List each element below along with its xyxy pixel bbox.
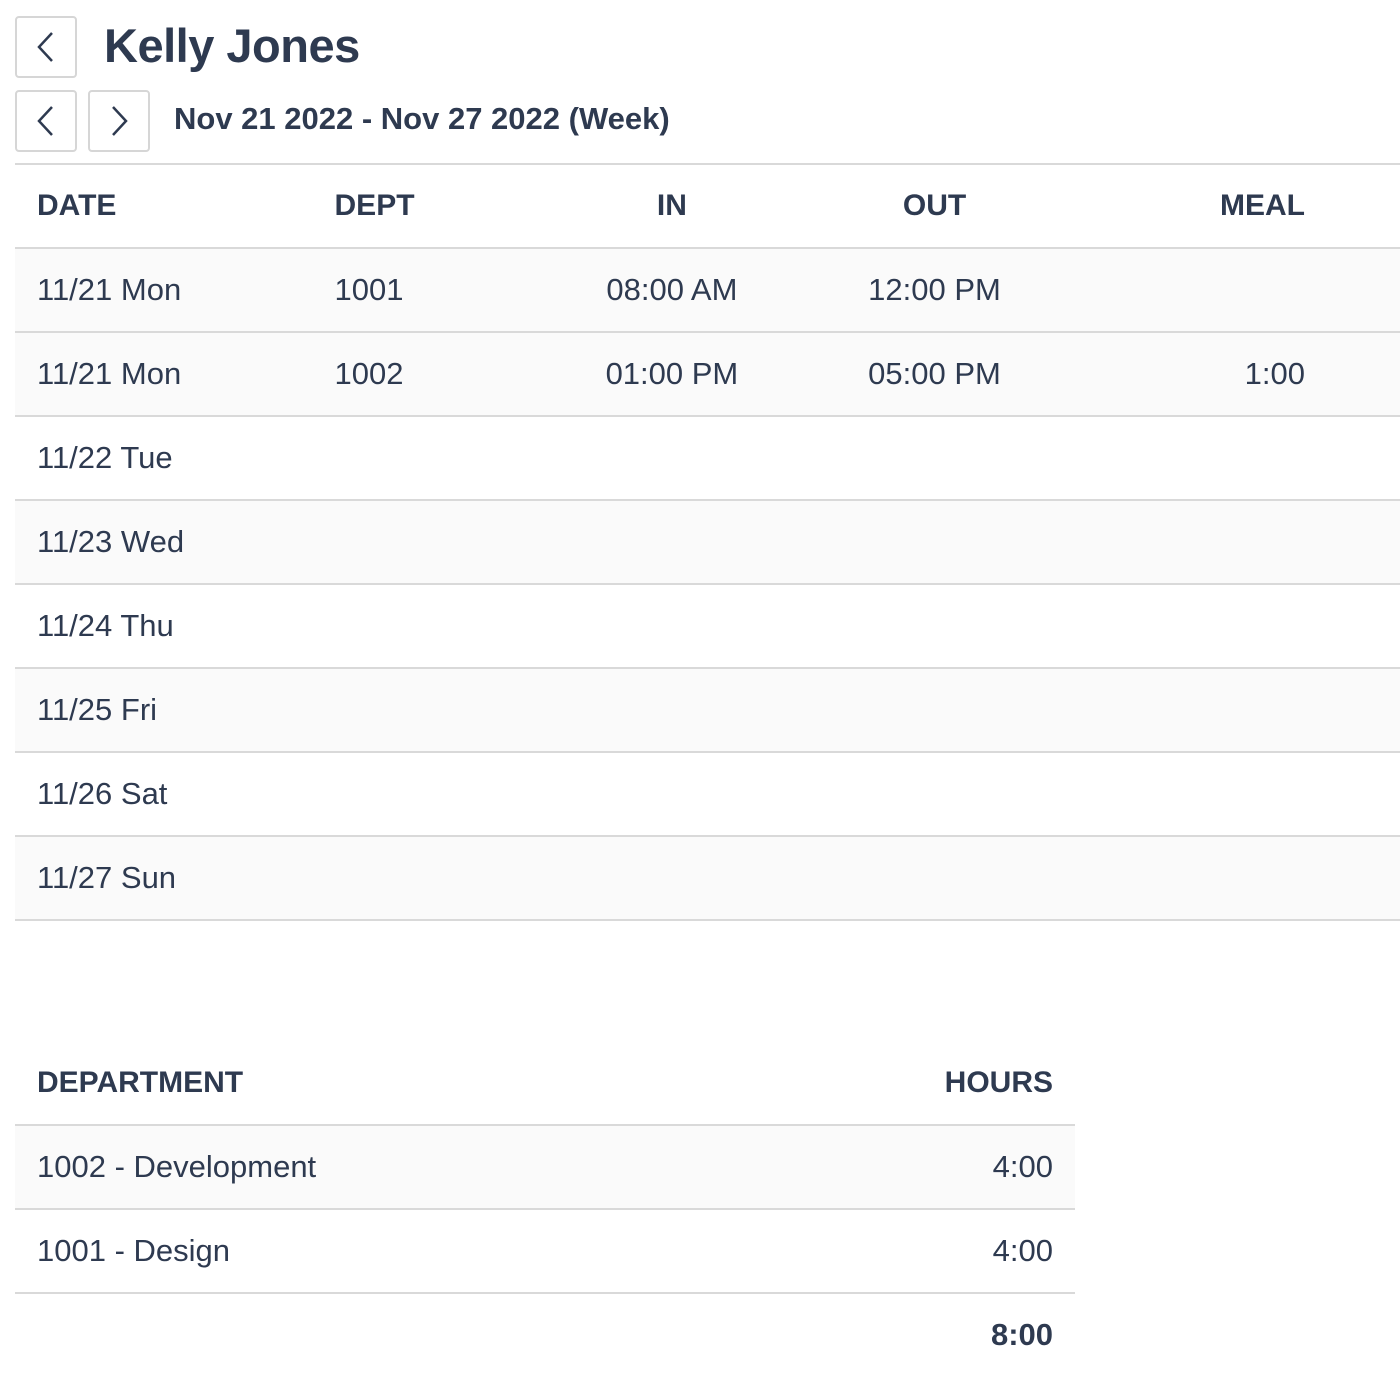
total-hours: 8:00: [990, 1317, 1053, 1352]
column-header-in[interactable]: IN: [540, 164, 804, 249]
table-row[interactable]: 11/21 Mon 1002 01:00 PM 05:00 PM 1:00: [15, 332, 1400, 417]
cell-out: [803, 416, 1066, 501]
cell-date: 11/26 Sat: [15, 752, 313, 837]
cell-meal: [1065, 836, 1400, 921]
cell-hours: 4:00: [735, 1125, 1075, 1210]
cell-out: [803, 752, 1066, 837]
cell-dept: [312, 668, 541, 753]
column-header-out[interactable]: OUT: [803, 164, 1066, 249]
chevron-left-icon: [37, 106, 53, 136]
cell-in: [540, 584, 804, 669]
cell-date: 11/21 Mon: [15, 248, 313, 333]
cell-meal: [1065, 752, 1400, 837]
cell-date: 11/24 Thu: [15, 584, 313, 669]
next-week-button[interactable]: [88, 90, 150, 152]
summary-row: 1001 - Design 4:00: [15, 1209, 1075, 1294]
cell-dept: 1002: [312, 332, 541, 417]
table-row[interactable]: 11/23 Wed: [15, 500, 1400, 585]
chevron-right-icon: [112, 106, 128, 136]
previous-week-button[interactable]: [15, 90, 77, 152]
column-header-meal[interactable]: MEAL: [1065, 164, 1400, 249]
cell-in: [540, 416, 804, 501]
cell-in: [540, 500, 804, 585]
table-row[interactable]: 11/24 Thu: [15, 584, 1400, 669]
cell-hours: 4:00: [735, 1209, 1075, 1294]
table-row[interactable]: 11/27 Sun: [15, 836, 1400, 921]
cell-out: 12:00 PM: [803, 248, 1066, 333]
cell-dept: [312, 584, 541, 669]
table-header-row: DATE DEPT IN OUT MEAL: [15, 164, 1400, 249]
page-title: Kelly Jones: [104, 19, 360, 72]
column-header-hours: HOURS: [735, 1042, 1075, 1126]
cell-in: [540, 752, 804, 837]
cell-dept: 1001: [312, 248, 541, 333]
chevron-left-icon: [37, 32, 53, 62]
cell-dept: [312, 416, 541, 501]
cell-out: [803, 836, 1066, 921]
cell-in: [540, 668, 804, 753]
cell-out: [803, 668, 1066, 753]
table-row[interactable]: 11/26 Sat: [15, 752, 1400, 837]
cell-in: 01:00 PM: [540, 332, 804, 417]
cell-date: 11/23 Wed: [15, 500, 313, 585]
cell-out: 05:00 PM: [803, 332, 1066, 417]
cell-dept: [312, 752, 541, 837]
cell-date: 11/27 Sun: [15, 836, 313, 921]
cell-date: 11/25 Fri: [15, 668, 313, 753]
date-range: Nov 21 2022 - Nov 27 2022 (Week): [174, 101, 670, 136]
back-button[interactable]: [15, 16, 77, 78]
table-row[interactable]: 11/22 Tue: [15, 416, 1400, 501]
cell-out: [803, 584, 1066, 669]
timecard-table: DATE DEPT IN OUT MEAL 11/21 Mon 1001 08:00…: [15, 163, 1400, 921]
cell-department: 1002 - Development: [15, 1125, 736, 1210]
cell-meal: 1:00: [1065, 332, 1400, 417]
cell-meal: [1065, 416, 1400, 501]
table-header-row: DEPARTMENT HOURS: [15, 1042, 1075, 1126]
cell-in: 08:00 AM: [540, 248, 804, 333]
total-label-cell: [15, 1293, 735, 1376]
cell-meal: [1065, 584, 1400, 669]
table-row[interactable]: 11/21 Mon 1001 08:00 AM 12:00 PM: [15, 248, 1400, 333]
cell-meal: [1065, 248, 1400, 333]
cell-meal: [1065, 668, 1400, 753]
cell-in: [540, 836, 804, 921]
total-row: 8:00: [15, 1293, 1075, 1376]
column-header-department: DEPARTMENT: [15, 1042, 736, 1126]
cell-date: 11/22 Tue: [15, 416, 313, 501]
cell-date: 11/21 Mon: [15, 332, 313, 417]
table-row[interactable]: 11/25 Fri: [15, 668, 1400, 753]
cell-meal: [1065, 500, 1400, 585]
summary-row: 1002 - Development 4:00: [15, 1125, 1075, 1210]
department-summary-table: DEPARTMENT HOURS 1002 - Development 4:00 1…: [15, 1042, 1075, 1376]
cell-dept: [312, 836, 541, 921]
column-header-dept[interactable]: DEPT: [312, 164, 541, 249]
cell-dept: [312, 500, 541, 585]
cell-out: [803, 500, 1066, 585]
cell-department: 1001 - Design: [15, 1209, 736, 1294]
column-header-date[interactable]: DATE: [15, 164, 313, 249]
